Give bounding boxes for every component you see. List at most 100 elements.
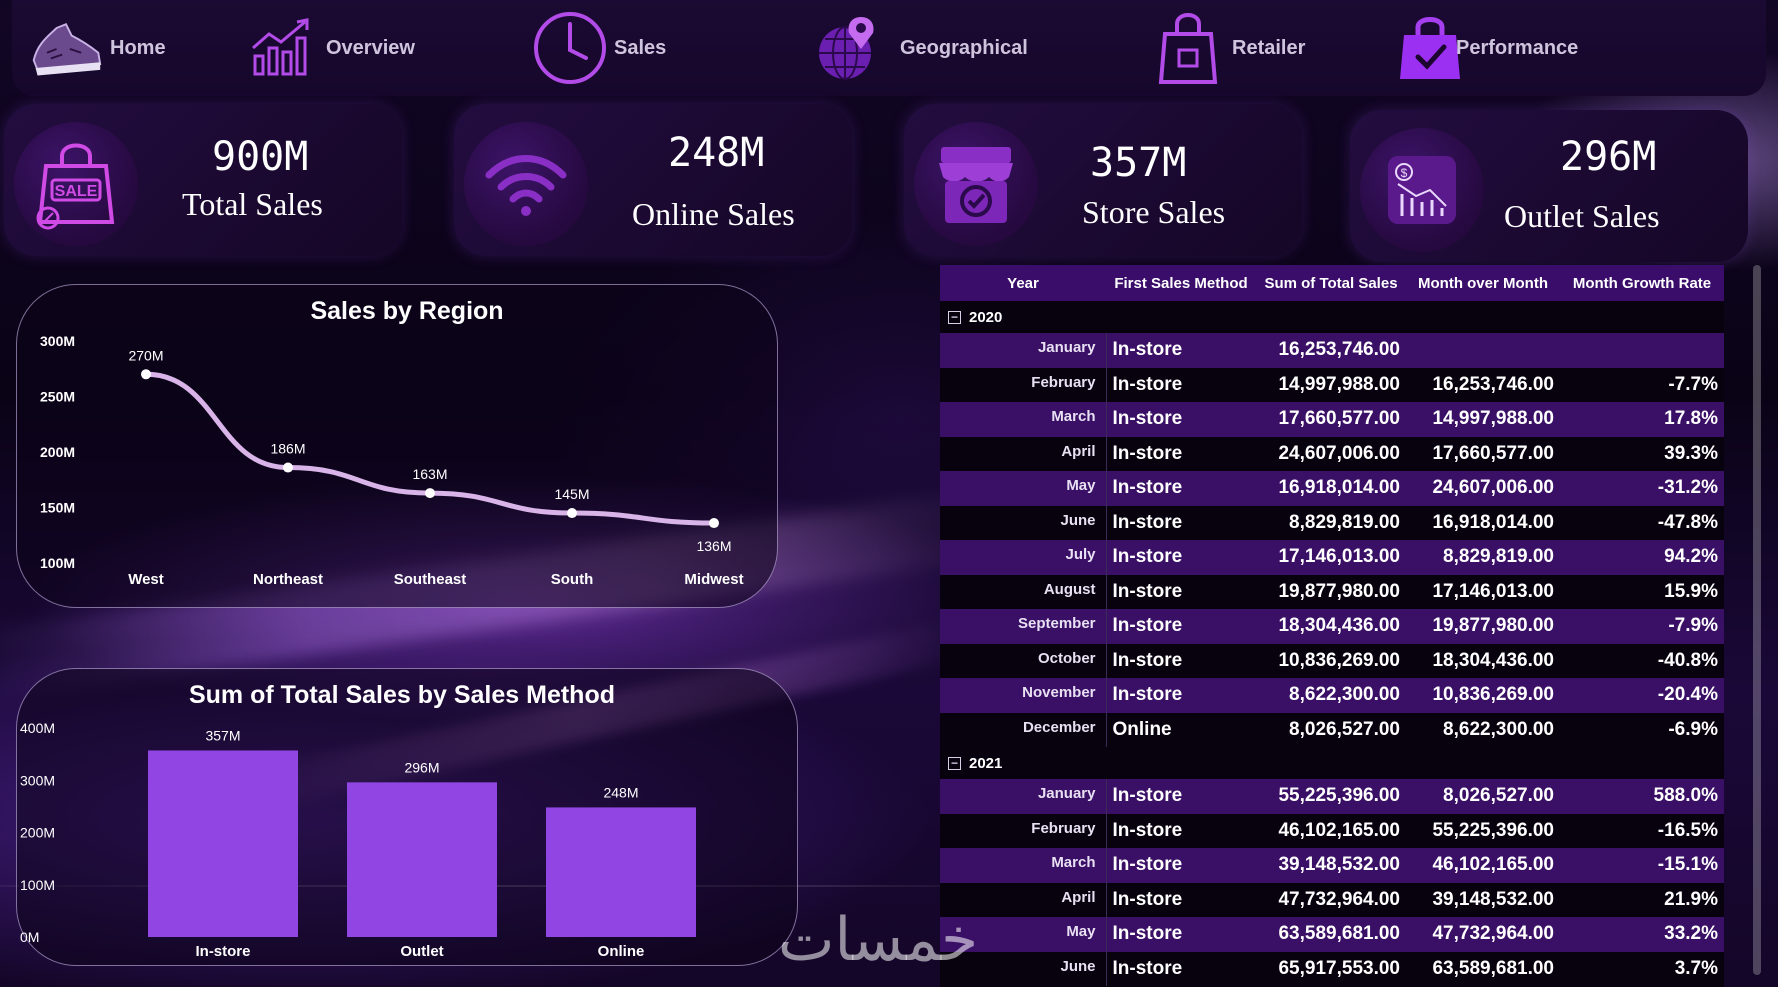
total-sales-cell: 19,877,980.00 (1256, 574, 1406, 609)
method-cell: In-store (1105, 402, 1256, 437)
method-cell: In-store (1105, 813, 1256, 848)
nav-retailer[interactable]: Retailer (1150, 12, 1305, 84)
table-row[interactable]: June In-store 65,917,553.00 63,589,681.00 3.… (940, 951, 1724, 986)
top-nav: Home Overview (12, 0, 1766, 96)
table-row[interactable]: August In-store 19,877,980.00 17,146,013.00… (940, 574, 1724, 609)
growth-rate-cell: 15.9% (1560, 574, 1724, 609)
nav-overview[interactable]: Overview (244, 12, 415, 84)
x-tick-label: In-store (195, 943, 250, 960)
column-header-total[interactable]: Sum of Total Sales (1256, 265, 1406, 301)
total-sales-cell: 46,102,165.00 (1256, 813, 1406, 848)
total-sales-cell: 17,660,577.00 (1256, 402, 1406, 437)
mom-cell: 16,918,014.00 (1406, 505, 1560, 540)
data-point (141, 369, 151, 380)
table-row[interactable]: April In-store 24,607,006.00 17,660,577.00 3… (940, 436, 1724, 471)
nav-geographical-label: Geographical (900, 36, 1028, 59)
year-cell[interactable]: −2021 (940, 747, 1724, 779)
total-sales-cell: 8,829,819.00 (1256, 505, 1406, 540)
y-tick-label: 300M (20, 772, 55, 788)
method-cell: In-store (1105, 917, 1256, 952)
month-cell: April (940, 882, 1106, 917)
growth-rate-cell: 21.9% (1560, 882, 1724, 917)
table-row[interactable]: March In-store 17,660,577.00 14,997,988.00 1… (940, 402, 1724, 437)
table-row[interactable]: November In-store 8,622,300.00 10,836,269.0… (940, 678, 1724, 713)
column-header-growth[interactable]: Month Growth Rate (1560, 265, 1724, 301)
method-cell: In-store (1105, 367, 1256, 402)
total-sales-cell: 8,026,527.00 (1256, 712, 1406, 747)
total-sales-cell: 14,997,988.00 (1256, 367, 1406, 402)
table-row[interactable]: February In-store 46,102,165.00 55,225,396.… (940, 813, 1724, 848)
collapse-toggle-icon[interactable]: − (948, 311, 961, 325)
method-cell: In-store (1105, 779, 1256, 814)
nav-sales-label: Sales (614, 36, 667, 59)
table-row[interactable]: June In-store 8,829,819.00 16,918,014.00 -47… (940, 505, 1724, 540)
table-scrollbar[interactable] (1753, 265, 1761, 975)
month-cell: September (940, 609, 1106, 644)
table-row[interactable]: January In-store 16,253,746.00 (940, 333, 1724, 368)
nav-performance[interactable]: Performance (1392, 12, 1578, 84)
total-sales-cell: 47,732,964.00 (1256, 882, 1406, 917)
y-tick-label: 150M (40, 500, 75, 516)
nav-overview-label: Overview (326, 36, 415, 59)
total-sales-cell: 24,607,006.00 (1256, 436, 1406, 471)
mom-cell: 19,877,980.00 (1406, 609, 1560, 644)
x-tick-label: Online (598, 943, 645, 960)
x-tick-label: Outlet (400, 943, 443, 960)
month-cell: October (940, 643, 1106, 678)
mom-cell: 17,146,013.00 (1406, 574, 1560, 609)
svg-text:SALE: SALE (55, 183, 98, 200)
data-label: 136M (696, 538, 731, 554)
table-row[interactable]: October In-store 10,836,269.00 18,304,436.0… (940, 643, 1724, 678)
total-sales-cell: 8,622,300.00 (1256, 678, 1406, 713)
collapse-toggle-icon[interactable]: − (948, 757, 961, 771)
method-cell: In-store (1105, 678, 1256, 713)
table-row[interactable]: January In-store 55,225,396.00 8,026,527.00… (940, 779, 1724, 814)
month-cell: November (940, 678, 1106, 713)
nav-sales[interactable]: Sales (532, 12, 666, 84)
mom-cell: 8,026,527.00 (1406, 779, 1560, 814)
sale-bag-icon: SALE (14, 122, 138, 246)
y-tick-label: 300M (40, 333, 75, 349)
nav-performance-label: Performance (1456, 36, 1579, 59)
data-point (425, 488, 435, 499)
mom-cell (1406, 333, 1560, 368)
mom-cell: 10,836,269.00 (1406, 678, 1560, 713)
table-row[interactable]: April In-store 47,732,964.00 39,148,532.00 2… (940, 882, 1724, 917)
bar (546, 807, 696, 937)
month-cell: June (940, 951, 1106, 986)
globe-pin-icon (812, 10, 888, 86)
year-group-row[interactable]: −2020 (940, 301, 1724, 333)
sales-by-region-panel: Sales by Region (16, 284, 778, 608)
y-tick-label: 100M (20, 877, 55, 893)
table-row[interactable]: May In-store 63,589,681.00 47,732,964.00 33.… (940, 917, 1724, 952)
year-label: 2021 (969, 754, 1003, 772)
column-header-method[interactable]: First Sales Method (1106, 265, 1256, 301)
total-sales-cell: 63,589,681.00 (1256, 917, 1406, 952)
mom-cell: 39,148,532.00 (1406, 882, 1560, 917)
column-header-mom[interactable]: Month over Month (1406, 265, 1560, 301)
growth-rate-cell: -47.8% (1560, 505, 1724, 540)
year-group-row[interactable]: −2021 (940, 747, 1724, 779)
table-row[interactable]: July In-store 17,146,013.00 8,829,819.00 94.… (940, 540, 1724, 575)
nav-geographical[interactable]: Geographical (812, 12, 1028, 84)
year-cell[interactable]: −2020 (940, 301, 1724, 333)
month-cell: January (940, 779, 1106, 814)
table-row[interactable]: May In-store 16,918,014.00 24,607,006.00 -31… (940, 471, 1724, 506)
data-label: 186M (270, 441, 305, 457)
table-row[interactable]: February In-store 14,997,988.00 16,253,746.… (940, 367, 1724, 402)
table-row[interactable]: September In-store 18,304,436.00 19,877,980… (940, 609, 1724, 644)
method-cell: In-store (1105, 471, 1256, 506)
table-header-row: Year First Sales Method Sum of Total Sal… (940, 265, 1724, 301)
growth-rate-cell: 588.0% (1560, 779, 1724, 814)
nav-home[interactable]: Home (28, 12, 166, 84)
mom-cell: 63,589,681.00 (1406, 951, 1560, 986)
monthly-sales-table[interactable]: Year First Sales Method Sum of Total Sal… (940, 265, 1724, 987)
column-header-year[interactable]: Year (940, 265, 1106, 301)
table-row[interactable]: December Online 8,026,527.00 8,622,300.00 -6… (940, 712, 1724, 747)
data-label: 145M (554, 486, 589, 502)
total-sales-cell: 17,146,013.00 (1256, 540, 1406, 575)
data-label: 270M (128, 347, 163, 363)
x-tick-label: Northeast (253, 571, 323, 588)
table-row[interactable]: March In-store 39,148,532.00 46,102,165.00-… (940, 848, 1724, 883)
